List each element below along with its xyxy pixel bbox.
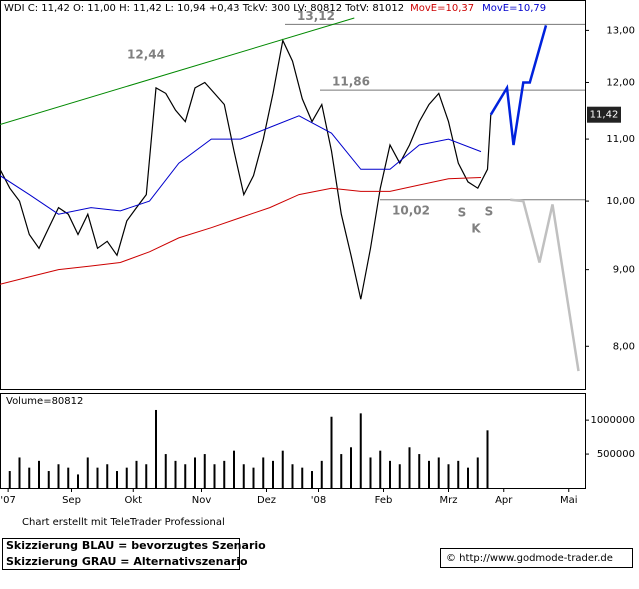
volume-title: Volume=80812	[6, 396, 83, 407]
y-tick-label: 1000000	[590, 415, 635, 426]
volume-bar	[398, 464, 401, 488]
y-tick-label: 500000	[597, 449, 635, 460]
series-line	[510, 198, 580, 372]
volume-bar	[242, 464, 245, 488]
last-price-box	[587, 106, 621, 123]
volume-bar	[38, 460, 40, 488]
pattern-label: S	[458, 206, 467, 220]
legend-entry: Skizzierung BLAU = bevorzugtes Szenario	[6, 539, 266, 552]
volume-bar	[194, 457, 196, 488]
volume-bar	[252, 467, 255, 488]
volume-bar	[476, 457, 479, 488]
y-tick-label: 8,00	[613, 341, 635, 352]
volume-bar	[213, 464, 216, 488]
volume-bar	[418, 454, 421, 488]
volume-bar	[184, 464, 187, 488]
volume-bar	[8, 471, 11, 488]
x-tick-label: Mrz	[440, 495, 458, 506]
x-tick-label: Dez	[257, 495, 276, 506]
x-tick-label: '07	[0, 495, 15, 506]
volume-bar	[96, 467, 99, 488]
legend-entry: MovE=10,37	[410, 3, 474, 14]
volume-bar	[67, 467, 70, 488]
y-tick-label: 10,00	[606, 196, 635, 207]
volume-bar	[467, 467, 469, 488]
volume-bar	[437, 457, 440, 488]
x-tick-label: Okt	[124, 495, 142, 506]
y-tick-label: 13,00	[606, 25, 635, 36]
volume-bar	[47, 471, 50, 488]
series-line	[0, 115, 482, 215]
volume-bar	[155, 409, 157, 488]
volume-bar	[350, 447, 352, 488]
volume-bar	[379, 450, 382, 488]
legend-entry: Skizzierung GRAU = Alternativszenario	[6, 555, 248, 568]
volume-bar	[281, 450, 284, 488]
volume-bar	[86, 457, 89, 488]
series-line	[0, 17, 355, 125]
volume-bar	[116, 471, 118, 488]
volume-bar	[233, 450, 235, 488]
volume-bar	[340, 454, 343, 488]
volume-bar	[106, 464, 109, 488]
price-frame	[0, 0, 586, 390]
volume-frame	[0, 393, 586, 489]
volume-bar	[164, 454, 167, 488]
volume-bar	[330, 416, 333, 488]
volume-bar	[145, 464, 148, 488]
last-price-label: 11,42	[590, 110, 619, 121]
y-tick-label: 11,00	[606, 134, 635, 145]
pattern-label: S	[485, 205, 494, 219]
volume-bar	[77, 474, 79, 488]
peak-label: 12,44	[127, 48, 165, 62]
legend-entry: MovE=10,79	[482, 3, 546, 14]
level-label: 13,12	[297, 9, 335, 23]
volume-bar	[311, 471, 313, 488]
legend-box	[2, 538, 240, 570]
volume-bar	[447, 464, 450, 488]
volume-bar	[223, 460, 226, 488]
volume-bar	[0, 464, 1, 488]
volume-bar	[18, 457, 21, 488]
pattern-label: K	[471, 222, 481, 236]
series-line	[489, 25, 548, 146]
source-box	[440, 548, 633, 568]
source: © http://www.godmode-trader.de	[446, 553, 613, 564]
volume-bar	[369, 457, 372, 488]
x-tick-label: Nov	[192, 495, 212, 506]
y-tick-label: 9,00	[613, 265, 635, 276]
volume-bar	[428, 460, 430, 488]
volume-bar	[359, 413, 362, 488]
chart-title: WDI C: 11,42 O: 11,00 H: 11,42 L: 10,94 …	[4, 3, 404, 14]
level-label: 11,86	[332, 75, 370, 89]
series-line	[0, 177, 482, 285]
volume-bar	[389, 460, 391, 488]
volume-bar	[203, 454, 206, 488]
volume-bar	[174, 460, 177, 488]
level-label: 10,02	[392, 203, 430, 217]
volume-bar	[57, 464, 60, 488]
x-tick-label: Sep	[62, 495, 81, 506]
volume-bar	[28, 467, 31, 488]
x-tick-label: '08	[311, 495, 326, 506]
x-tick-label: Apr	[495, 495, 513, 506]
volume-bar	[457, 460, 460, 488]
volume-bar	[135, 460, 138, 488]
volume-bar	[320, 460, 323, 488]
x-tick-label: Feb	[375, 495, 393, 506]
volume-bar	[291, 464, 294, 488]
x-tick-label: Mai	[560, 495, 578, 506]
volume-bar	[486, 430, 489, 488]
series-line	[0, 38, 492, 300]
credit: Chart erstellt mit TeleTrader Profession…	[22, 517, 225, 528]
y-tick-label: 12,00	[606, 77, 635, 88]
volume-bar	[408, 447, 411, 488]
volume-bar	[262, 457, 265, 488]
volume-bar	[301, 467, 304, 488]
volume-bar	[272, 460, 274, 488]
volume-bar	[125, 467, 128, 488]
